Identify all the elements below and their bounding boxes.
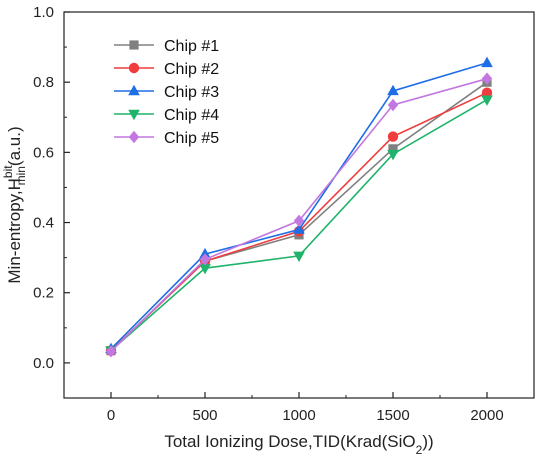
data-point [199, 263, 211, 275]
y-tick-label: 0.6 [33, 144, 54, 161]
data-point [481, 95, 493, 106]
y-tick-label: 0.0 [33, 355, 54, 372]
legend-marker [128, 130, 140, 144]
data-point [387, 98, 399, 112]
data-point [199, 247, 211, 259]
legend-marker [128, 62, 140, 74]
legend-marker [129, 40, 139, 50]
y-tick-label: 1.0 [33, 4, 54, 21]
data-point [387, 84, 399, 96]
x-axis-title: Total Ionizing Dose,TID(Krad(SiO2)) [164, 432, 433, 457]
series-chip-5 [105, 72, 493, 358]
legend-item-chip-3: Chip #3 [114, 84, 219, 101]
legend-marker [128, 109, 140, 121]
x-tick-label: 0 [107, 407, 115, 424]
data-point [387, 149, 399, 161]
data-point [293, 214, 305, 227]
series-line [110, 62, 488, 350]
legend-item-chip-1: Chip #1 [114, 38, 219, 55]
axis-ticks: 0 500 1000 1500 2000 0.0 0.2 0.4 0.6 0.8 1.0 [33, 4, 504, 424]
data-point [388, 144, 398, 154]
data-point [481, 72, 493, 85]
legend-item-chip-2: Chip #2 [114, 61, 219, 78]
legend-label: Chip #5 [164, 130, 219, 147]
series-chip-3 [105, 56, 493, 354]
y-tick-label: 0.8 [33, 74, 54, 91]
data-point [293, 251, 305, 263]
data-point [293, 223, 305, 234]
data-point [387, 131, 399, 142]
legend-item-chip-4: Chip #4 [114, 107, 219, 124]
y-tick-label: 0.4 [33, 215, 54, 232]
legend-label: Chip #3 [164, 84, 219, 101]
data-point [481, 87, 493, 98]
data-point [199, 253, 211, 266]
data-point [105, 345, 117, 358]
data-point [481, 56, 493, 68]
series-group [105, 56, 493, 358]
y-axis-title: Min-entropy,Hbitmin(a.u.) [1, 126, 28, 283]
legend-item-chip-5: Chip #5 [114, 130, 219, 147]
x-tick-label: 1000 [282, 407, 315, 424]
y-tick-label: 0.2 [33, 285, 54, 302]
legend-label: Chip #2 [164, 61, 219, 78]
x-tick-label: 500 [192, 407, 217, 424]
x-tick-label: 2000 [470, 407, 503, 424]
x-tick-label: 1500 [376, 407, 409, 424]
legend-marker [128, 84, 140, 96]
legend: Chip #1 Chip #2 Chip #3 Chip #4 Chip #5 [114, 38, 219, 147]
legend-label: Chip #4 [164, 107, 219, 124]
legend-label: Chip #1 [164, 38, 219, 55]
